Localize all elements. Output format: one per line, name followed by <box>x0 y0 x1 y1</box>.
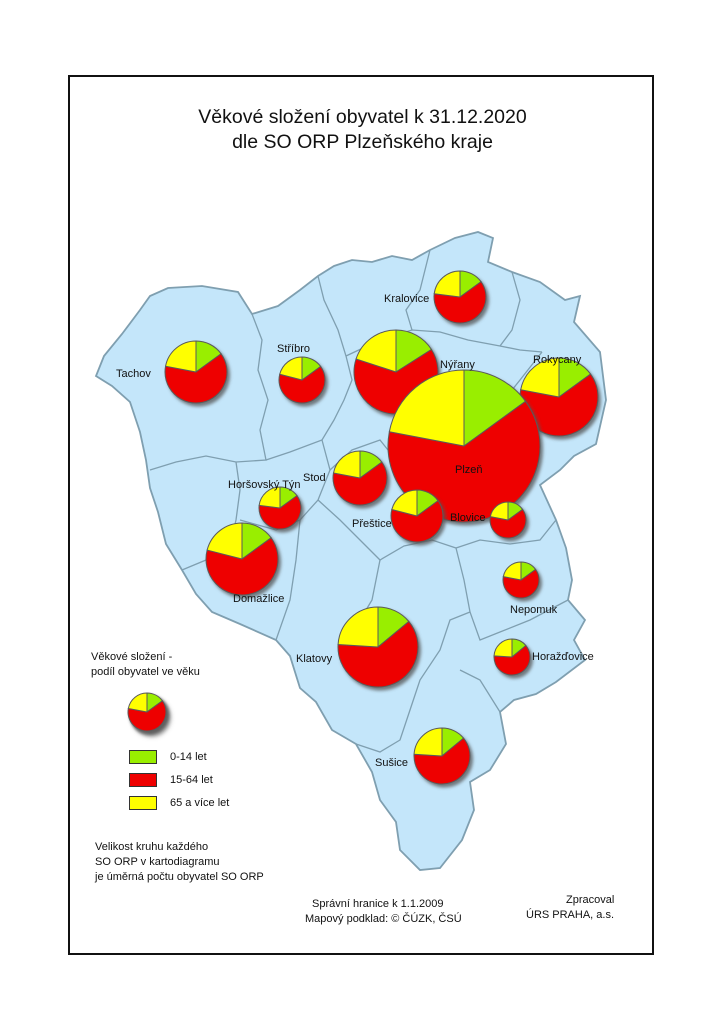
orp-2-slice-65-plus <box>433 270 461 298</box>
region-label-0: Tachov <box>116 368 151 380</box>
orp-1-slice-15-64 <box>278 365 326 404</box>
legend-label-15-64: 15-64 let <box>170 774 213 786</box>
orp-9-slice-15-64 <box>489 508 527 539</box>
region-label-3: Nýřany <box>440 359 475 371</box>
footer-basemap: Mapový podklad: © ČÚZK, ČSÚ <box>305 913 462 925</box>
orp-6-slice-15-64 <box>332 461 388 506</box>
region-label-8: Přeštice <box>352 518 392 530</box>
orp-14-slice-15-64 <box>413 737 471 785</box>
orp-0-pie <box>164 340 228 404</box>
region-label-10: Domažlice <box>233 593 284 605</box>
orp-2-slice-15-64 <box>433 281 487 324</box>
legend-heading-line2: podíl obyvatel ve věku <box>91 666 200 678</box>
orp-0-slice-65-plus <box>164 340 197 373</box>
orp-6-pie <box>332 450 388 506</box>
orp-13-slice-65-plus <box>493 638 513 658</box>
orp-8-slice-65-plus <box>391 489 418 517</box>
orp-0-slice-15-64 <box>164 353 228 404</box>
orp-14-slice-65-plus <box>413 727 443 757</box>
footer-processed-by: ÚRS PRAHA, a.s. <box>526 909 615 921</box>
orp-7-slice-65-plus <box>258 486 281 509</box>
footer-processed-label: Zpracoval <box>566 894 615 906</box>
orp-10-slice-65-plus <box>206 522 243 560</box>
orp-10-slice-15-64 <box>205 537 279 596</box>
orp-12-slice-15-64 <box>337 620 419 688</box>
orp-6-slice-65-plus <box>332 450 361 479</box>
legend-swatch-65-plus <box>129 796 157 810</box>
region-label-2: Kralovice <box>384 293 429 305</box>
region-label-13: Horažďovice <box>532 651 594 663</box>
region-label-5: Plzeň <box>455 464 483 476</box>
orp-12-pie <box>337 606 419 688</box>
orp-1-pie <box>278 356 326 404</box>
note-line3: je úměrná počtu obyvatel SO ORP <box>95 871 264 883</box>
orp-4-slice-65-plus <box>520 357 560 398</box>
region-label-6: Stod <box>303 472 326 484</box>
orp-11-slice-65-plus <box>502 561 522 581</box>
region-label-1: Stříbro <box>277 343 310 355</box>
legend-swatch-15-64 <box>129 773 157 787</box>
legend-swatch-0-14 <box>129 750 157 764</box>
orp-3-slice-65-plus <box>355 329 397 373</box>
region-label-4: Rokycany <box>533 354 582 366</box>
note-line1: Velikost kruhu každého <box>95 841 209 853</box>
orp-11-pie <box>502 561 540 599</box>
map-subtitle: dle SO ORP Plzeňského kraje <box>232 131 493 153</box>
legend-label-0-14: 0-14 let <box>170 751 207 763</box>
orp-10-pie <box>205 522 279 596</box>
orp-1-slice-65-plus <box>279 356 303 381</box>
orp-9-slice-65-plus <box>489 501 509 521</box>
region-label-14: Sušice <box>375 757 408 769</box>
orp-7-slice-15-64 <box>258 494 302 530</box>
region-label-11: Nepomuk <box>510 604 558 616</box>
orp-14-pie <box>413 727 471 785</box>
note-line2: SO ORP v kartodiagramu <box>95 856 220 868</box>
region-label-7: Horšovský Týn <box>228 479 301 491</box>
map-title: Věkové složení obyvatel k 31.12.2020 <box>198 106 527 128</box>
orp-11-slice-15-64 <box>502 568 540 599</box>
legend-label-65-plus: 65 a více let <box>170 797 230 809</box>
orp-7-pie <box>258 486 302 530</box>
orp-8-slice-15-64 <box>390 500 444 543</box>
orp-5-slice-0-14 <box>463 369 527 447</box>
orp-9-pie <box>489 501 527 539</box>
orp-5-slice-65-plus <box>388 369 465 447</box>
orp-2-pie <box>433 270 487 324</box>
orp-13-pie <box>493 638 531 676</box>
orp-8-pie <box>390 489 444 543</box>
orp-13-slice-15-64 <box>493 644 531 676</box>
legend-heading-line1: Věkové složení - <box>91 651 173 663</box>
orp-4-pie <box>519 357 599 437</box>
orp-12-slice-65-plus <box>337 606 379 648</box>
region-label-9: Blovice <box>450 512 485 524</box>
district-boundaries <box>149 249 569 753</box>
footer-boundaries: Správní hranice k 1.1.2009 <box>312 898 444 910</box>
region-label-12: Klatovy <box>296 653 333 665</box>
